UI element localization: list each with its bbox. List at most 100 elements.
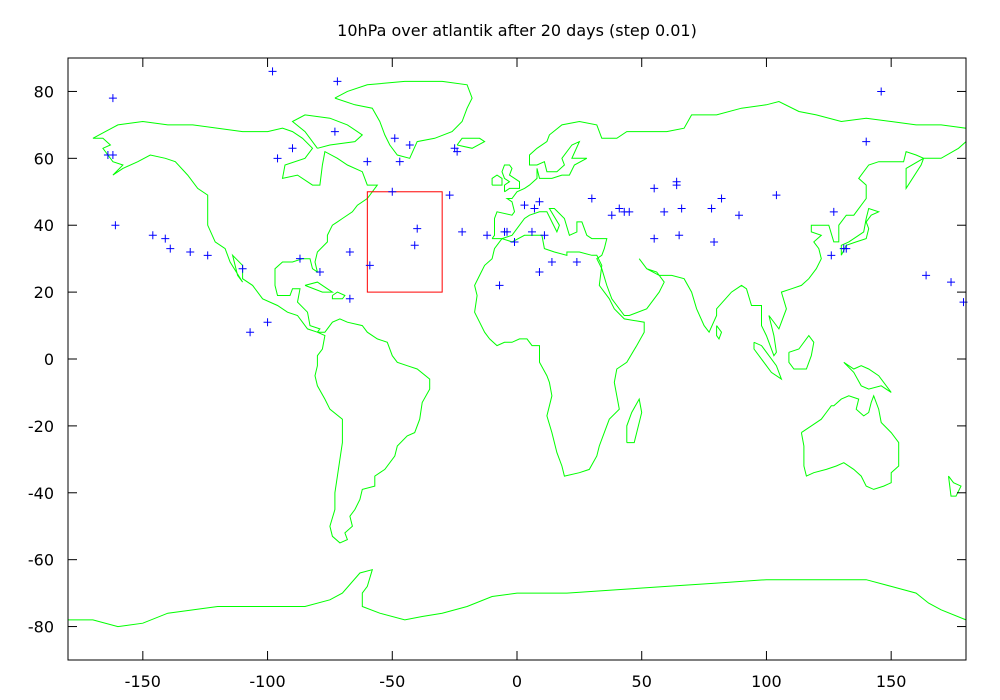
plot-frame xyxy=(67,57,967,661)
data-point xyxy=(625,207,634,216)
coastline-sri-lanka xyxy=(716,325,723,340)
data-point xyxy=(862,137,871,146)
y-tick-label: -80 xyxy=(28,618,54,637)
coastline-new-guinea xyxy=(843,361,892,393)
data-point xyxy=(111,221,120,230)
data-point xyxy=(535,197,544,206)
data-point xyxy=(445,191,454,200)
coastline-sumatra xyxy=(753,341,783,381)
data-point xyxy=(710,237,719,246)
data-point xyxy=(530,204,539,213)
data-point xyxy=(365,261,374,270)
data-point xyxy=(295,254,304,263)
data-point xyxy=(829,207,838,216)
y-tick-label: 60 xyxy=(34,149,54,168)
x-tick-label: 0 xyxy=(512,672,522,691)
coastline-ireland xyxy=(491,174,503,186)
coastline-cuba xyxy=(304,281,335,293)
chart-title: 10hPa over atlantik after 20 days (step … xyxy=(337,21,697,40)
data-point xyxy=(540,231,549,240)
data-point xyxy=(388,187,397,196)
data-point xyxy=(108,94,117,103)
data-point xyxy=(650,234,659,243)
data-point xyxy=(263,318,272,327)
coastline-south-america xyxy=(314,318,431,544)
coastline-north-america xyxy=(92,120,379,333)
data-point xyxy=(483,231,492,240)
data-point xyxy=(203,251,212,260)
data-point xyxy=(717,194,726,203)
data-point xyxy=(413,224,422,233)
data-point xyxy=(527,227,536,236)
data-point xyxy=(315,268,324,277)
y-tick-label: 40 xyxy=(34,216,54,235)
data-point xyxy=(675,231,684,240)
coastline-antarctica xyxy=(68,568,967,628)
data-point xyxy=(458,227,467,236)
data-point xyxy=(877,87,886,96)
coastline-africa xyxy=(474,234,645,477)
y-tick-label: -60 xyxy=(28,551,54,570)
data-point xyxy=(238,264,247,273)
coastline-eurasia xyxy=(491,100,967,357)
data-point xyxy=(333,77,342,86)
data-point xyxy=(405,140,414,149)
data-point xyxy=(246,328,255,337)
coastline-baffin xyxy=(291,114,364,149)
data-point xyxy=(390,134,399,143)
data-point xyxy=(947,278,956,287)
region-box xyxy=(366,191,443,293)
x-tick-label: 150 xyxy=(876,672,907,691)
data-point xyxy=(922,271,931,280)
data-point xyxy=(535,268,544,277)
data-point xyxy=(735,211,744,220)
x-tick-label: 100 xyxy=(751,672,782,691)
data-point xyxy=(148,231,157,240)
coastline-greenland xyxy=(334,80,473,159)
data-point xyxy=(345,247,354,256)
coastline-madagascar xyxy=(626,397,643,444)
point-layer xyxy=(103,67,968,337)
data-point xyxy=(615,204,624,213)
data-point xyxy=(108,150,117,159)
data-point xyxy=(410,241,419,250)
data-point xyxy=(186,247,195,256)
data-point xyxy=(495,281,504,290)
y-tick-label: -20 xyxy=(28,417,54,436)
x-tick-label: -50 xyxy=(379,672,405,691)
data-point xyxy=(572,258,581,267)
coastline-new-zealand xyxy=(948,475,962,497)
data-point xyxy=(503,227,512,236)
y-tick-label: 20 xyxy=(34,283,54,302)
data-point xyxy=(707,204,716,213)
coastline-japan xyxy=(840,207,881,256)
data-point xyxy=(273,154,282,163)
coastline-borneo xyxy=(788,334,815,370)
data-point xyxy=(395,157,404,166)
data-point xyxy=(161,234,170,243)
y-tick-label: 80 xyxy=(34,82,54,101)
coastline-australia xyxy=(800,394,900,490)
data-point xyxy=(363,157,372,166)
data-point xyxy=(520,201,529,210)
data-point xyxy=(772,191,781,200)
data-point xyxy=(607,211,616,220)
data-point xyxy=(510,237,519,246)
data-point xyxy=(166,244,175,253)
x-tick-label: 50 xyxy=(632,672,652,691)
data-point xyxy=(842,244,851,253)
data-point xyxy=(345,294,354,303)
coastline-hispaniola xyxy=(331,291,346,300)
data-point xyxy=(268,67,277,76)
data-point xyxy=(330,127,339,136)
tick-layer: -150 -100 -50 0 50 100 150 -80 -60 -40 -20 0 20 40 60 8… xyxy=(28,58,966,691)
y-tick-label: 0 xyxy=(44,350,54,369)
x-tick-label: -150 xyxy=(125,672,161,691)
data-point xyxy=(827,251,836,260)
data-point xyxy=(288,144,297,153)
y-tick-label: -40 xyxy=(28,484,54,503)
data-point xyxy=(547,258,556,267)
coastline-layer xyxy=(68,80,967,628)
data-point xyxy=(587,194,596,203)
